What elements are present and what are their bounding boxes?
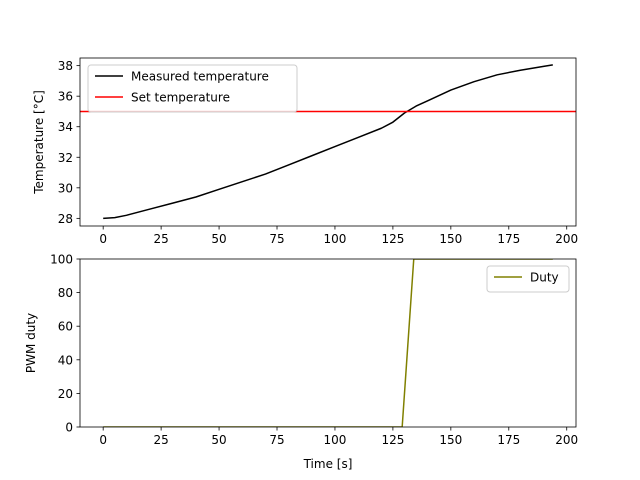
x-tick-label: 150 (439, 433, 462, 447)
y-tick-label: 100 (50, 253, 73, 267)
duty-line (103, 259, 553, 427)
y-axis-label: Temperature [°C] (32, 90, 46, 195)
axes-frame (79, 57, 577, 227)
x-tick-label: 150 (439, 232, 462, 246)
x-tick-label: 25 (153, 433, 168, 447)
temperature-panel: 0 25 50 75 100 125 150 175 200 28 30 32 34 36 38 Temper… (32, 57, 578, 246)
duty-panel: 0 25 50 75 100 125 150 175 200 0 20 40 60 80 100 PWM du… (24, 253, 578, 472)
x-tick-label: 100 (324, 232, 347, 246)
legend-label: Duty (530, 271, 559, 285)
x-tick-label: 0 (99, 433, 107, 447)
measured-temperature-line (103, 64, 553, 220)
x-tick-label: 25 (153, 232, 168, 246)
y-tick-label: 34 (58, 120, 73, 134)
x-tick-label: 200 (555, 433, 578, 447)
x-tick-label: 50 (211, 232, 226, 246)
legend-label: Set temperature (131, 91, 230, 105)
y-tick-label: 30 (58, 181, 73, 195)
x-tick-label: 125 (381, 433, 404, 447)
y-tick-label: 20 (58, 387, 73, 401)
y-axis-label: PWM duty (24, 313, 38, 373)
y-tick-label: 40 (58, 353, 73, 367)
x-tick-label: 50 (211, 433, 226, 447)
x-tick-label: 175 (497, 232, 520, 246)
y-tick-label: 28 (58, 212, 73, 226)
x-tick-label: 200 (555, 232, 578, 246)
y-tick-label: 32 (58, 151, 73, 165)
x-tick-label: 125 (381, 232, 404, 246)
x-tick-label: 75 (269, 232, 284, 246)
y-tick-label: 38 (58, 59, 73, 73)
legend-box (87, 64, 298, 113)
axes-frame (79, 258, 577, 428)
x-axis-label: Time [s] (303, 457, 353, 471)
y-tick-label: 80 (58, 286, 73, 300)
y-tick-label: 60 (58, 320, 73, 334)
x-tick-label: 75 (269, 433, 284, 447)
y-tick-label: 36 (58, 90, 73, 104)
y-tick-label: 0 (65, 421, 73, 435)
legend-box (486, 265, 570, 293)
x-tick-label: 0 (99, 232, 107, 246)
legend-label: Measured temperature (131, 70, 269, 84)
x-tick-label: 175 (497, 433, 520, 447)
x-tick-label: 100 (324, 433, 347, 447)
